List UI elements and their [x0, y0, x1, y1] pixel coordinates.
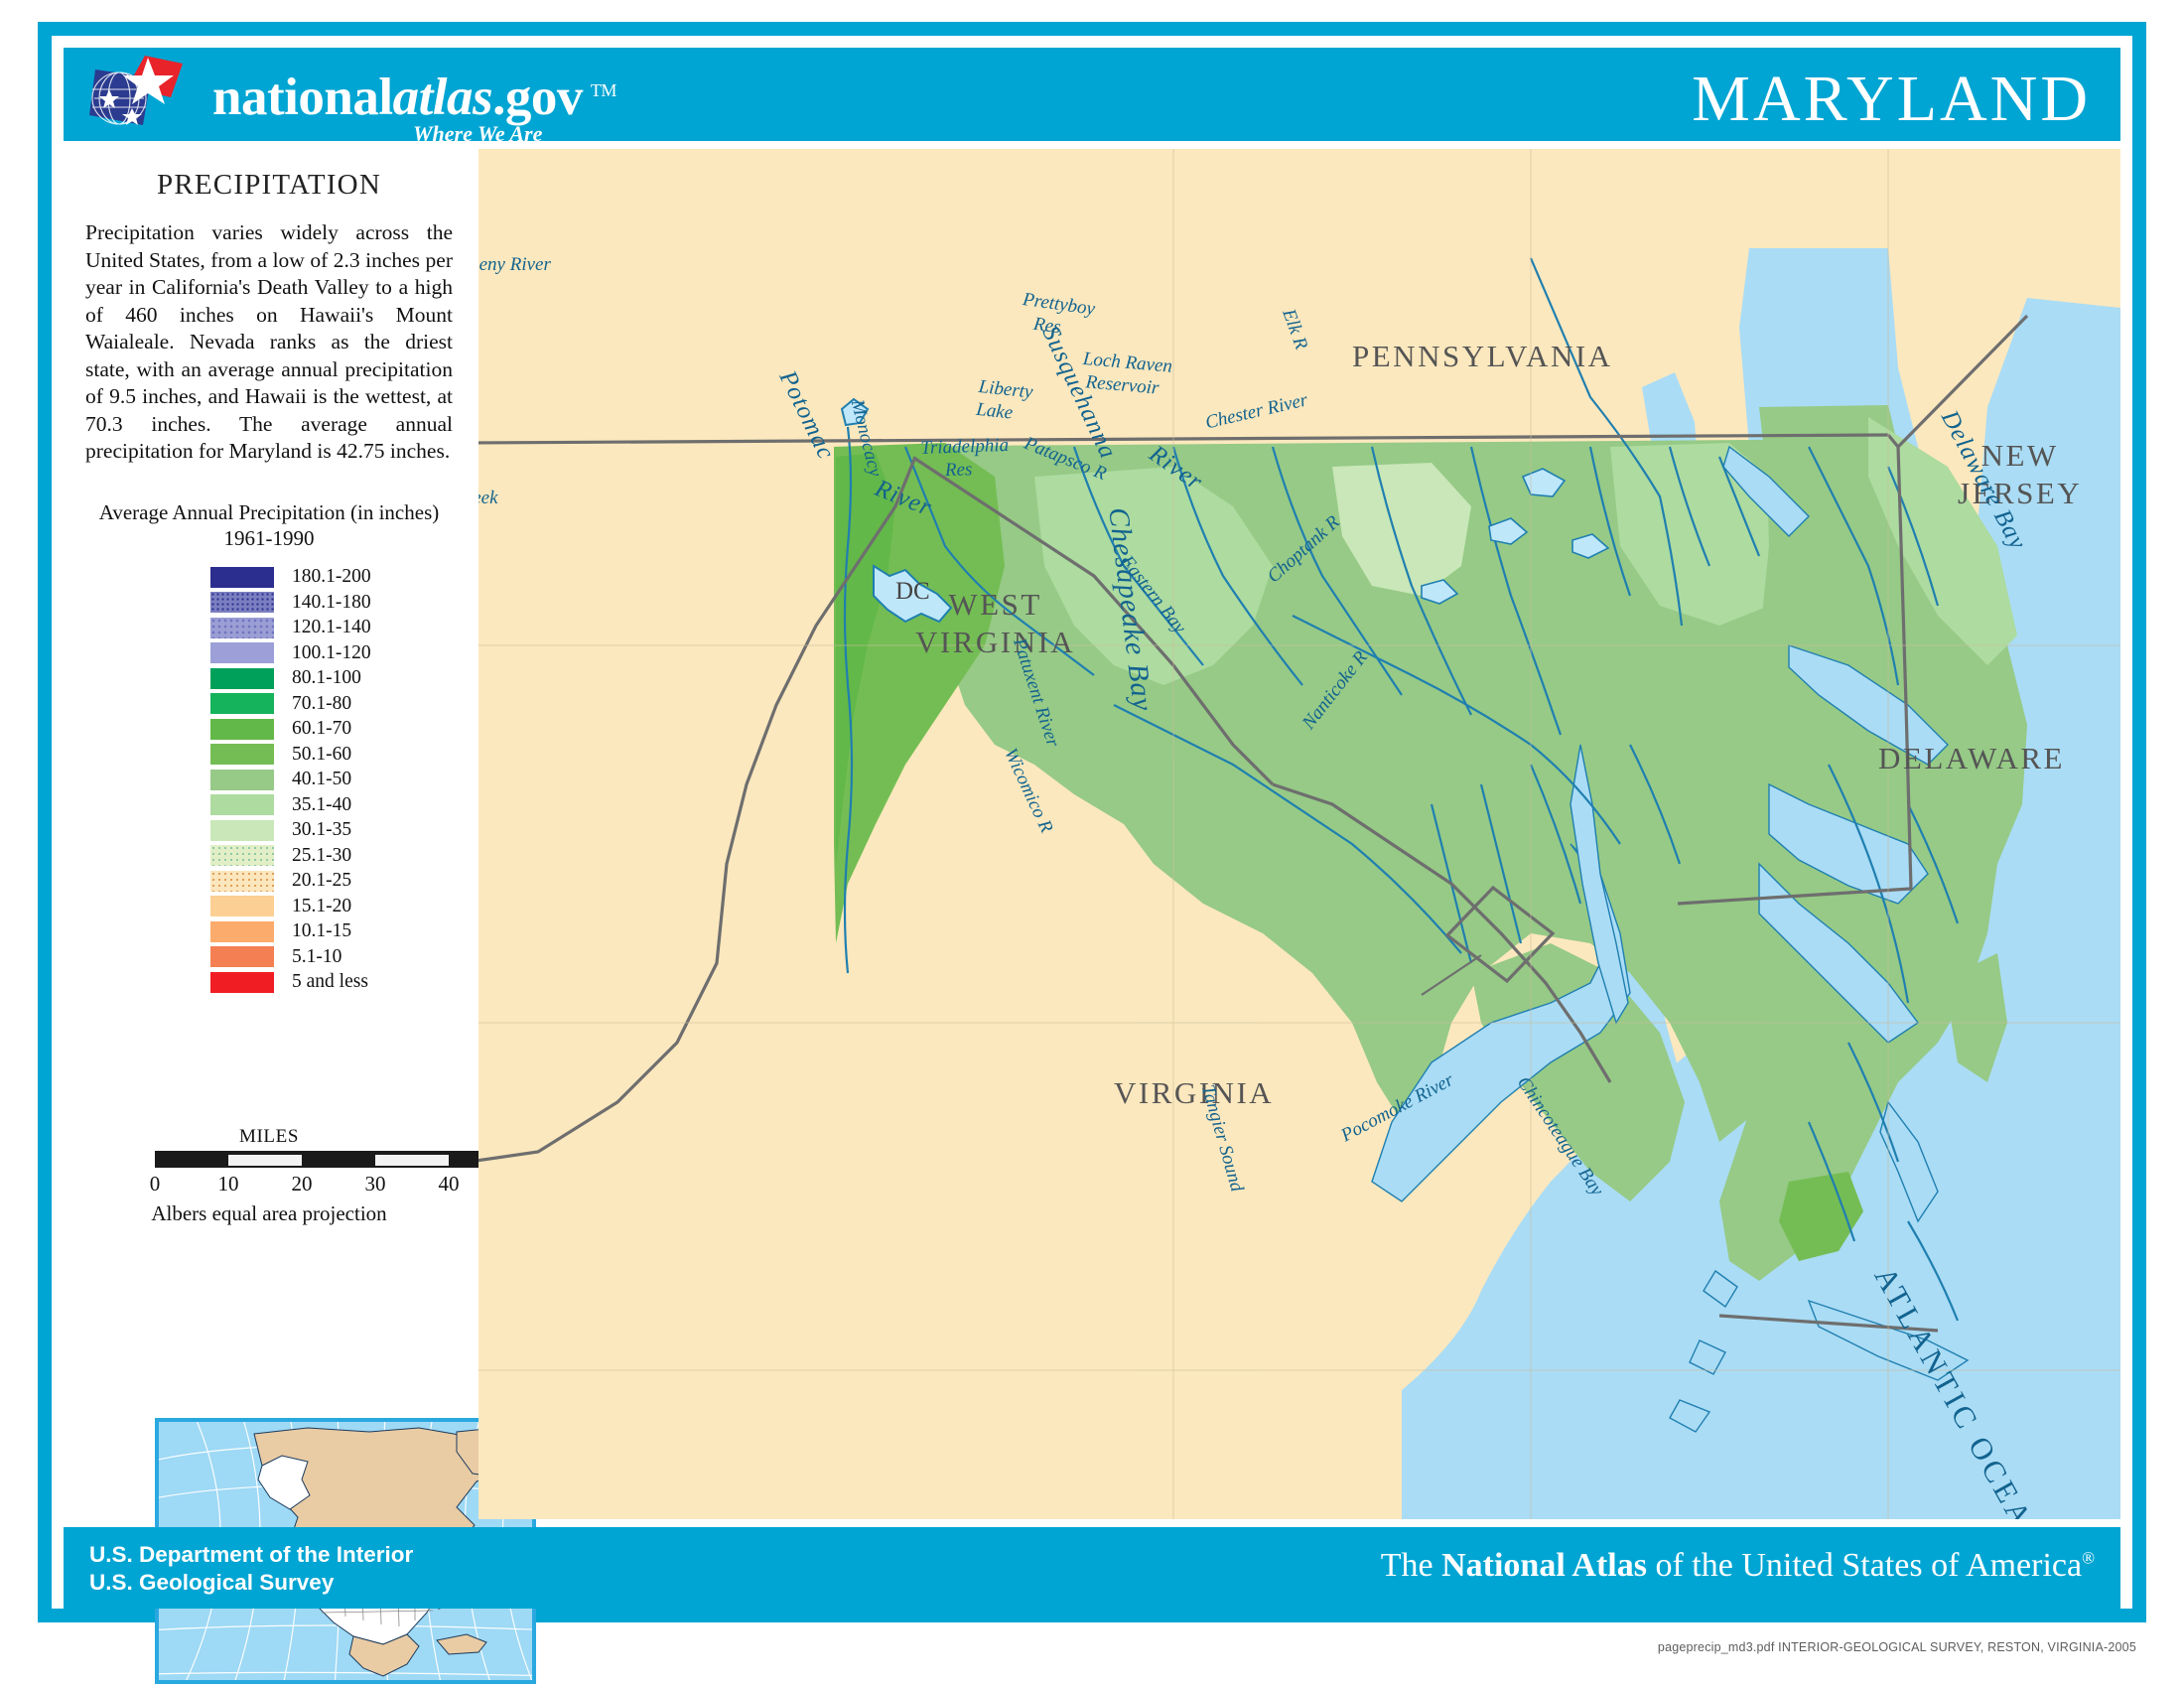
legend-row: 5.1-10 — [64, 944, 475, 970]
legend-label: 100.1-120 — [292, 641, 371, 663]
page-title: MARYLAND — [1692, 63, 2091, 135]
legend-label: 35.1-40 — [292, 793, 352, 815]
legend-swatch — [210, 896, 274, 917]
legend-label: 70.1-80 — [292, 692, 352, 714]
maryland-precipitation-map-graphic — [478, 149, 2120, 1519]
footer-banner: U.S. Department of the Interior U.S. Geo… — [64, 1527, 2120, 1609]
scale-bar: MILES 01020304050 Albers equal area proj… — [64, 1126, 533, 1247]
scale-tick-30: 30 — [364, 1172, 386, 1196]
legend-label: 140.1-180 — [292, 591, 371, 613]
scale-seg-4 — [375, 1151, 449, 1168]
agency-line-1: U.S. Department of the Interior — [89, 1542, 414, 1567]
legend-title: Average Annual Precipitation (in inches)… — [64, 499, 475, 551]
legend-row: 60.1-70 — [64, 717, 475, 743]
legend-swatch — [210, 819, 274, 841]
agency-credit: U.S. Department of the Interior U.S. Geo… — [89, 1541, 413, 1597]
trademark-symbol: TM — [590, 80, 617, 100]
legend-swatch — [210, 946, 274, 968]
legend-swatch — [210, 592, 274, 614]
sidebar: PRECIPITATION Precipitation varies widel… — [64, 149, 536, 1684]
brand-wordmark[interactable]: nationalatlas.gov TM — [212, 68, 616, 127]
wordmark-atlas: atlas — [392, 69, 493, 126]
file-credit-line: pageprecip_md3.pdf INTERIOR-GEOLOGICAL S… — [1657, 1640, 2136, 1654]
legend-label: 5 and less — [292, 971, 368, 993]
legend-swatch — [210, 642, 274, 664]
legend-row: 5 and less — [64, 970, 475, 996]
legend-label: 40.1-50 — [292, 769, 352, 790]
legend-row: 120.1-140 — [64, 616, 475, 641]
national-atlas-logo-icon — [89, 56, 183, 125]
registered-mark: ® — [2082, 1548, 2095, 1568]
agency-line-2: U.S. Geological Survey — [89, 1570, 335, 1595]
scale-bar-graphic — [155, 1151, 522, 1168]
legend-label: 50.1-60 — [292, 743, 352, 765]
wordmark-gov: .gov — [492, 69, 583, 126]
legend-label: 10.1-15 — [292, 920, 352, 942]
legend-title-line1: Average Annual Precipitation (in inches) — [98, 499, 440, 524]
legend-title-line2: 1961-1990 — [223, 525, 315, 550]
legend-row: 20.1-25 — [64, 869, 475, 895]
legend-row: 70.1-80 — [64, 691, 475, 717]
legend-swatch — [210, 693, 274, 715]
precipitation-legend: 180.1-200 140.1-180 120.1-140 100.1-120 80.1… — [64, 565, 475, 996]
legend-label: 120.1-140 — [292, 617, 371, 638]
wordmark-national: national — [212, 69, 393, 126]
legend-swatch — [210, 971, 274, 993]
legend-row: 30.1-35 — [64, 818, 475, 844]
legend-label: 5.1-10 — [292, 945, 342, 967]
atlas-title: The National Atlas of the United States … — [1381, 1547, 2095, 1585]
scale-seg-2 — [228, 1151, 302, 1168]
scale-tick-0: 0 — [149, 1172, 161, 1196]
legend-row: 40.1-50 — [64, 768, 475, 793]
legend-swatch — [210, 794, 274, 816]
legend-swatch — [210, 920, 274, 942]
header-banner: nationalatlas.gov TM Where We Are MARYLAN… — [64, 48, 2120, 146]
scale-tick-10: 10 — [217, 1172, 239, 1196]
legend-row: 25.1-30 — [64, 843, 475, 869]
legend-swatch — [210, 566, 274, 588]
legend-swatch — [210, 769, 274, 790]
scale-seg-1 — [155, 1151, 228, 1168]
scale-tick-20: 20 — [291, 1172, 313, 1196]
legend-row: 15.1-20 — [64, 894, 475, 919]
atlas-bold: National Atlas — [1441, 1547, 1647, 1584]
legend-swatch — [210, 718, 274, 740]
scale-units-label: MILES — [239, 1126, 299, 1147]
legend-swatch — [210, 667, 274, 689]
legend-label: 80.1-100 — [292, 667, 361, 689]
legend-row: 50.1-60 — [64, 742, 475, 768]
legend-label: 20.1-25 — [292, 870, 352, 892]
legend-label: 15.1-20 — [292, 895, 352, 916]
legend-row: 35.1-40 — [64, 792, 475, 818]
legend-row: 80.1-100 — [64, 666, 475, 692]
legend-swatch — [210, 870, 274, 892]
legend-label: 30.1-35 — [292, 819, 352, 841]
legend-swatch — [210, 744, 274, 766]
atlas-the: The — [1380, 1547, 1442, 1584]
legend-row: 10.1-15 — [64, 919, 475, 945]
legend-row: 180.1-200 — [64, 565, 475, 591]
legend-label: 60.1-70 — [292, 718, 352, 740]
section-title: PRECIPITATION — [157, 169, 381, 201]
legend-label: 180.1-200 — [292, 566, 371, 588]
legend-swatch — [210, 617, 274, 638]
brand-tagline: Where We Are — [413, 121, 543, 146]
atlas-rest: of the United States of America — [1646, 1547, 2083, 1584]
section-description: Precipitation varies widely across the U… — [85, 220, 453, 463]
legend-swatch — [210, 845, 274, 867]
legend-label: 25.1-30 — [292, 844, 352, 866]
scale-tick-40: 40 — [438, 1172, 460, 1196]
main-map[interactable]: PENNSYLVANIA NEW JERSEY WEST VIRGINIA DE… — [478, 149, 2120, 1519]
legend-row: 100.1-120 — [64, 640, 475, 666]
legend-row: 140.1-180 — [64, 590, 475, 616]
scale-seg-3 — [302, 1151, 375, 1168]
projection-note: Albers equal area projection — [151, 1201, 387, 1225]
